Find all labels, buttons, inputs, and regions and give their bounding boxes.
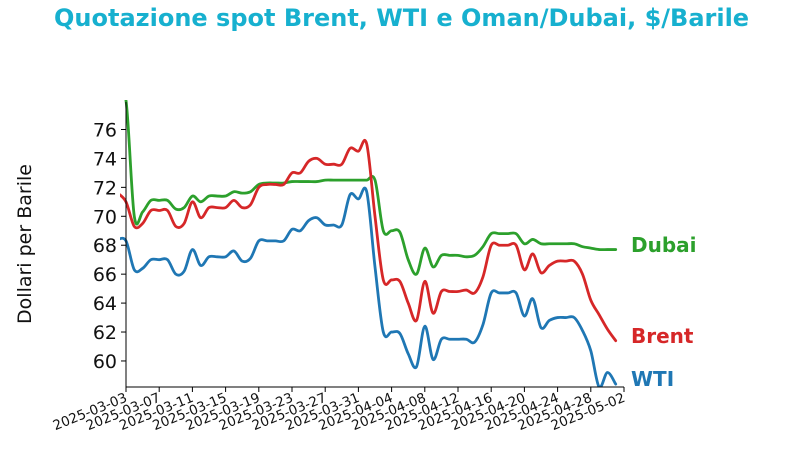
y-tick-label: 74 [93, 148, 117, 170]
series-line-brent [120, 139, 618, 343]
labels-layer: Dubai Brent WTI [631, 233, 697, 391]
y-tick-label: 66 [93, 264, 117, 286]
y-tick-label: 72 [93, 177, 117, 199]
chart-title: Quotazione spot Brent, WTI e Oman/Dubai,… [54, 4, 750, 32]
axes-layer: 6062646668707274762025-03-032025-03-0720… [51, 102, 627, 434]
y-tick-label: 60 [93, 351, 117, 373]
series-label-dubai: Dubai [631, 233, 697, 257]
series-label-brent: Brent [631, 324, 694, 348]
series-label-wti: WTI [631, 367, 674, 391]
y-tick-label: 68 [93, 235, 117, 257]
series-line-dubai [124, 100, 618, 276]
series-layer [120, 100, 618, 387]
series-line-wti [120, 186, 618, 387]
y-tick-label: 64 [93, 293, 117, 315]
y-axis-label: Dollari per Barile [14, 164, 36, 324]
y-tick-label: 76 [93, 119, 117, 141]
y-tick-label: 62 [93, 322, 117, 344]
y-tick-label: 70 [93, 206, 117, 228]
